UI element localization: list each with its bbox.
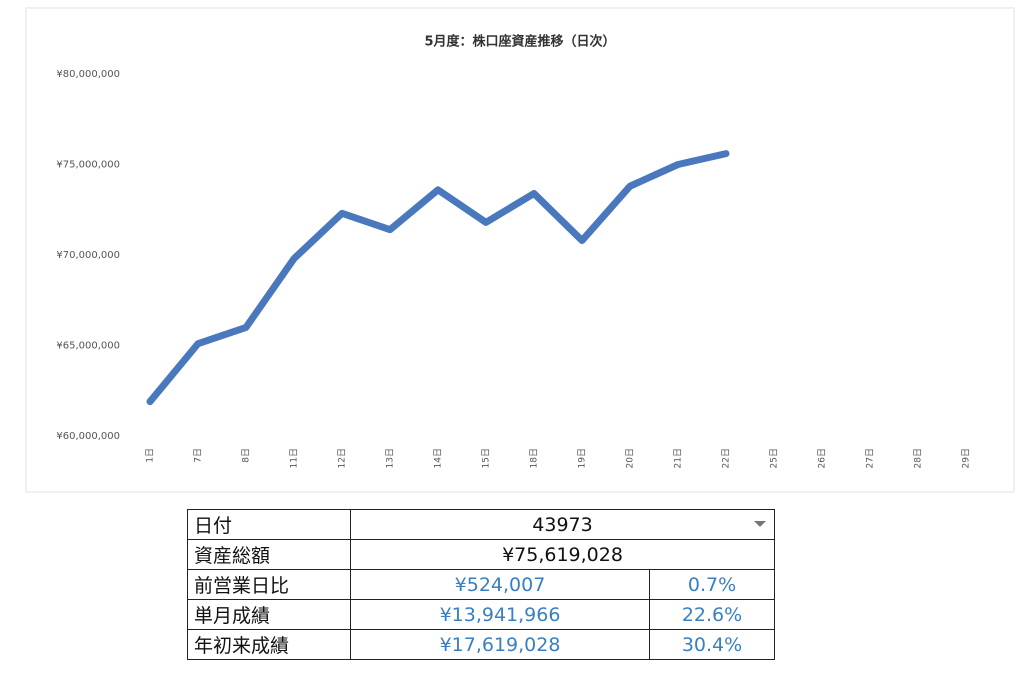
x-tick-label: 28日 [913, 448, 924, 468]
x-tick-label: 21日 [673, 448, 684, 468]
cell: 22.6% [649, 599, 775, 630]
x-tick-label: 20日 [625, 448, 636, 468]
y-tick-label: ¥80,000,000 [56, 69, 120, 80]
x-tick-label: 13日 [385, 448, 396, 468]
cell-value: 43973 [532, 513, 593, 536]
cell: ¥17,619,028 [350, 629, 650, 660]
x-tick-label: 25日 [769, 448, 780, 468]
row: 前営業日比 ¥524,007 0.7% [187, 569, 775, 600]
x-tick-label: 1日 [145, 448, 156, 463]
y-tick-label: ¥70,000,000 [56, 250, 120, 261]
cell: 日付 [187, 509, 351, 540]
x-tick-label: 7日 [193, 448, 204, 463]
cell: ¥13,941,966 [350, 599, 650, 630]
cell: 0.7% [649, 569, 775, 600]
y-tick-label: ¥75,000,000 [56, 160, 120, 171]
chart-frame [25, 7, 1015, 493]
cell: 前営業日比 [187, 569, 351, 600]
x-tick-label: 11日 [289, 448, 300, 468]
x-tick-label: 15日 [481, 448, 492, 468]
x-tick-label: 19日 [577, 448, 588, 468]
row: 資産総額 ¥75,619,028 [187, 539, 775, 570]
x-tick-label: 22日 [721, 448, 732, 468]
x-tick-label: 14日 [433, 448, 444, 468]
cell: ¥524,007 [350, 569, 650, 600]
series-line [146, 150, 730, 406]
summary-table: 日付 43973 資産総額 ¥75,619,028 前営業日比 ¥524,007 0.7… [187, 509, 775, 660]
cell: 30.4% [649, 629, 775, 660]
row: 日付 43973 [187, 509, 775, 540]
row: 単月成績 ¥13,941,966 22.6% [187, 599, 775, 630]
cell: ¥75,619,028 [350, 539, 775, 570]
x-tick-label: 18日 [529, 448, 540, 468]
row: 年初来成績 ¥17,619,028 30.4% [187, 629, 775, 660]
x-tick-label: 12日 [337, 448, 348, 468]
y-tick-label: ¥60,000,000 [56, 431, 120, 442]
cell: 資産総額 [187, 539, 351, 570]
chart-title: 5月度：株口座資産推移（日次） [424, 34, 615, 50]
cell: 単月成績 [187, 599, 351, 630]
x-tick-label: 8日 [241, 448, 252, 463]
date-select[interactable]: 43973 [350, 509, 775, 540]
dropdown-arrow[interactable] [754, 521, 766, 527]
cell: 年初来成績 [187, 629, 351, 660]
y-tick-label: ¥65,000,000 [56, 341, 120, 352]
x-tick-label: 26日 [817, 448, 828, 468]
x-tick-label: 27日 [865, 448, 876, 468]
chart: 5月度：株口座資産推移（日次） ¥60,000,000 ¥65,000,000 ¥7… [25, 7, 1015, 493]
x-tick-label: 29日 [961, 448, 972, 468]
